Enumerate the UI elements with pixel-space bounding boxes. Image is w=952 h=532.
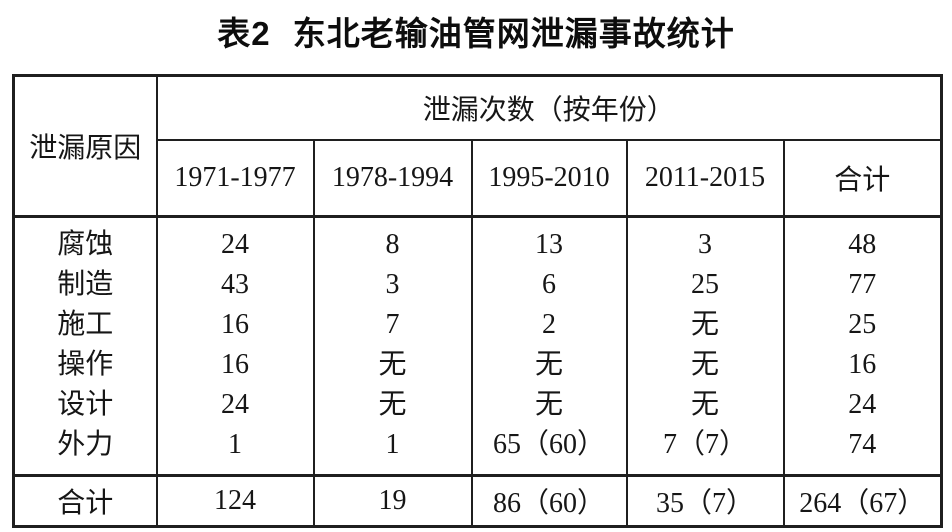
total-value-cell: 19 <box>312 474 473 527</box>
value-cell: 6 <box>470 265 628 305</box>
value-cell: 无 <box>470 345 628 385</box>
value-cell: 8 <box>312 216 473 265</box>
table-head: 泄漏原因 泄漏次数（按年份） 1971-1977 1978-1994 1995-… <box>12 75 943 218</box>
table-row-design: 设计 24 无 无 无 24 <box>12 385 943 425</box>
value-cell: 24 <box>155 385 315 425</box>
table-row-corrosion: 腐蚀 24 8 13 3 48 <box>12 216 943 265</box>
value-cell: 2 <box>470 305 628 345</box>
group-header-row: 泄漏原因 泄漏次数（按年份） <box>12 75 943 218</box>
total-value-cell: 124 <box>155 474 315 527</box>
value-cell: 无 <box>470 385 628 425</box>
table-row-construction: 施工 16 7 2 无 25 <box>12 305 943 345</box>
total-value-cell: 86（60） <box>470 474 628 527</box>
table-foot: 合计 124 19 86（60） 35（7） 264（67） <box>12 474 943 527</box>
value-cell: 3 <box>625 216 785 265</box>
value-cell: 24 <box>782 385 943 425</box>
table-row-external-force: 外力 1 1 65（60） 7（7） 74 <box>12 425 943 476</box>
year-header-row: 1971-1977 1978-1994 1995-2010 2011-2015 … <box>14 140 943 218</box>
value-cell: 48 <box>782 216 943 265</box>
table-title: 表2 东北老输油管网泄漏事故统计 <box>217 15 735 52</box>
cause-cell: 制造 <box>12 265 158 305</box>
column-header-1978-1994: 1978-1994 <box>312 140 473 218</box>
value-cell: 1 <box>312 425 473 476</box>
value-cell: 无 <box>625 305 785 345</box>
value-cell: 13 <box>470 216 628 265</box>
table-body: 腐蚀 24 8 13 3 48 制造 43 3 6 25 77 施工 16 7 … <box>12 216 943 476</box>
table-row-manufacturing: 制造 43 3 6 25 77 <box>12 265 943 305</box>
value-cell: 3 <box>312 265 473 305</box>
value-cell: 无 <box>312 345 473 385</box>
cause-cell: 施工 <box>12 305 158 345</box>
value-cell: 43 <box>155 265 315 305</box>
value-cell: 7（7） <box>625 425 785 476</box>
column-header-2011-2015: 2011-2015 <box>625 140 785 218</box>
value-cell: 24 <box>155 216 315 265</box>
value-cell: 65（60） <box>470 425 628 476</box>
value-cell: 16 <box>155 305 315 345</box>
value-cell: 25 <box>625 265 785 305</box>
value-cell: 77 <box>782 265 943 305</box>
total-value-cell: 35（7） <box>625 474 785 527</box>
value-cell: 无 <box>312 385 473 425</box>
cause-cell: 腐蚀 <box>12 216 158 265</box>
cause-cell: 外力 <box>12 425 158 476</box>
value-cell: 16 <box>782 345 943 385</box>
value-cell: 1 <box>155 425 315 476</box>
leak-statistics-table: 泄漏原因 泄漏次数（按年份） 1971-1977 1978-1994 1995-… <box>12 74 944 528</box>
value-cell: 74 <box>782 425 943 476</box>
cause-cell: 设计 <box>12 385 158 425</box>
table-row-operation: 操作 16 无 无 无 16 <box>12 345 943 385</box>
value-cell: 无 <box>625 345 785 385</box>
value-cell: 25 <box>782 305 943 345</box>
total-value-cell: 264（67） <box>782 474 943 527</box>
cause-cell: 操作 <box>12 345 158 385</box>
column-header-1971-1977: 1971-1977 <box>155 140 315 218</box>
leak-cause-header: 泄漏原因 <box>12 75 158 218</box>
value-cell: 7 <box>312 305 473 345</box>
value-cell: 16 <box>155 345 315 385</box>
column-header-total: 合计 <box>782 140 943 218</box>
leak-count-group-header: 泄漏次数（按年份） <box>155 75 943 141</box>
total-row: 合计 124 19 86（60） 35（7） 264（67） <box>12 474 943 527</box>
column-header-1995-2010: 1995-2010 <box>470 140 628 218</box>
total-label-cell: 合计 <box>12 474 158 527</box>
value-cell: 无 <box>625 385 785 425</box>
